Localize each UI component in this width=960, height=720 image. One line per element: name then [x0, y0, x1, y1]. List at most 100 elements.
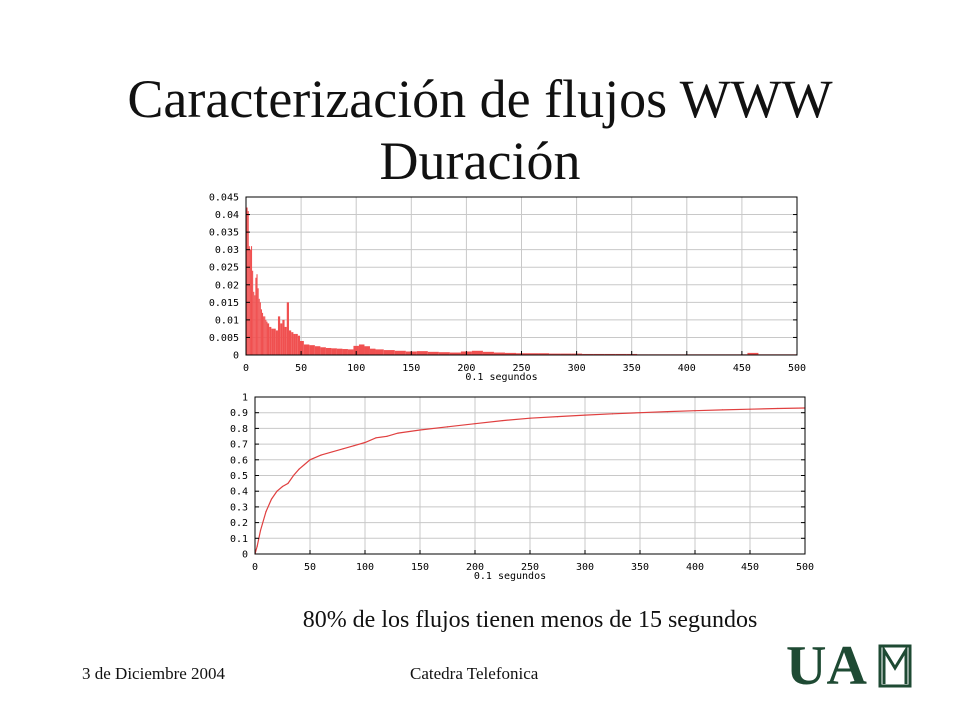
y-tick-label: 1: [242, 393, 248, 404]
cdf-point: [556, 416, 559, 418]
cdf-point: [446, 426, 449, 428]
y-tick-label: 0.5: [230, 471, 248, 482]
cdf-point: [639, 412, 641, 414]
y-tick-label: 0.04: [215, 210, 239, 221]
x-tick-label: 50: [304, 562, 316, 573]
cdf-point: [375, 437, 377, 439]
x-tick-label: 0: [243, 363, 249, 374]
x-tick-label: 100: [347, 363, 365, 374]
x-tick-label: 250: [512, 363, 530, 374]
histogram-bar: [299, 340, 304, 355]
slide-caption: 80% de los flujos tienen menos de 15 seg…: [302, 607, 758, 633]
cdf-point: [694, 410, 696, 412]
histogram-bar: [758, 354, 770, 355]
x-tick-label: 150: [411, 562, 429, 573]
cdf-point: [529, 417, 531, 419]
histogram-bar: [527, 353, 539, 355]
plot-frame: [254, 396, 806, 555]
histogram-bar: [250, 246, 253, 355]
x-tick-label: 400: [678, 363, 696, 374]
cdf-point: [270, 498, 273, 500]
histogram-bar: [714, 354, 726, 355]
slide-title-line2: Duración: [379, 131, 581, 191]
histogram-bar: [288, 330, 292, 355]
histogram-bar: [255, 277, 257, 355]
x-tick-label: 250: [521, 562, 539, 573]
x-tick-label: 400: [686, 562, 704, 573]
histogram-bar: [449, 352, 461, 355]
histogram-bar: [560, 353, 572, 355]
cdf-point: [666, 411, 669, 413]
histogram-bar: [780, 354, 792, 355]
histogram-bar: [747, 352, 759, 355]
histogram-bar: [504, 352, 516, 355]
histogram-bar: [369, 348, 376, 355]
x-axis-label: 0.1 segundos: [465, 372, 537, 383]
histogram-bar: [615, 353, 627, 355]
histogram-bar: [336, 348, 343, 355]
cdf-point: [292, 474, 295, 477]
histogram-bar: [791, 354, 797, 355]
histogram-bar: [253, 291, 255, 355]
cdf-point: [309, 459, 311, 461]
histogram-bar: [637, 354, 649, 355]
histogram-bar: [247, 211, 249, 355]
y-tick-label: 0.2: [230, 518, 248, 529]
x-tick-label: 500: [796, 562, 814, 573]
chart-2: 0 50 100 150 200 250 300 350 400 450 500 0 0.1 0.2 0.3…: [230, 393, 814, 583]
chart-1: 0 50 100 150 200 250 300 350 400 450 500 0 0.005 0.01…: [209, 193, 806, 384]
cdf-line: [254, 407, 806, 555]
histogram-bar: [342, 349, 348, 355]
histogram-bar: [736, 354, 748, 355]
histogram-bar: [246, 207, 248, 355]
uam-logo: UA: [786, 636, 912, 692]
histogram-bar: [297, 335, 300, 355]
cdf-point: [474, 423, 476, 425]
histogram-bar: [280, 323, 283, 355]
cdf-point: [331, 451, 333, 453]
histogram-bar: [252, 270, 254, 355]
histogram-bar: [260, 309, 262, 355]
cdf-point: [303, 463, 306, 466]
histogram-bar: [375, 349, 384, 355]
histogram-bar: [303, 344, 310, 355]
histogram-bar: [331, 348, 337, 355]
cdf-point: [298, 468, 300, 470]
y-tick-label: 0: [242, 550, 248, 561]
y-tick-label: 0.8: [230, 424, 248, 435]
histogram-bar: [266, 321, 268, 355]
histogram-bar: [538, 353, 550, 355]
cdf-point: [397, 432, 399, 434]
histogram-bar: [460, 351, 472, 355]
histogram-bar: [259, 302, 261, 355]
y-tick-label: 0.01: [215, 315, 239, 326]
y-tick-label: 0.015: [209, 298, 239, 309]
cdf-point: [584, 414, 586, 416]
x-tick-label: 100: [356, 562, 374, 573]
cdf-point: [276, 490, 278, 492]
histogram-bar: [438, 352, 450, 355]
histogram-bar: [582, 353, 594, 355]
cdf-point: [419, 429, 421, 431]
histogram-bar: [626, 353, 638, 355]
cdf-point: [287, 482, 289, 484]
histogram-bar: [293, 333, 296, 355]
histogram-bar: [347, 349, 354, 355]
plot-frame: [245, 196, 798, 356]
histogram-bar: [593, 353, 605, 355]
x-tick-label: 350: [623, 363, 641, 374]
slide-title-line1: Caracterización de flujos WWW: [127, 69, 833, 129]
histogram-bar: [284, 326, 287, 355]
y-tick-label: 0.3: [230, 502, 248, 513]
x-tick-label: 350: [631, 562, 649, 573]
cdf-point: [353, 445, 355, 447]
x-tick-label: 0: [252, 562, 258, 573]
histogram-bar: [405, 351, 417, 355]
cdf-point: [749, 408, 751, 410]
histogram-bar: [493, 352, 505, 355]
y-tick-label: 0.6: [230, 455, 248, 466]
x-tick-label: 150: [402, 363, 420, 374]
y-tick-label: 0.03: [215, 245, 239, 256]
cdf-point: [804, 407, 806, 409]
y-tick-label: 0.035: [209, 228, 239, 239]
